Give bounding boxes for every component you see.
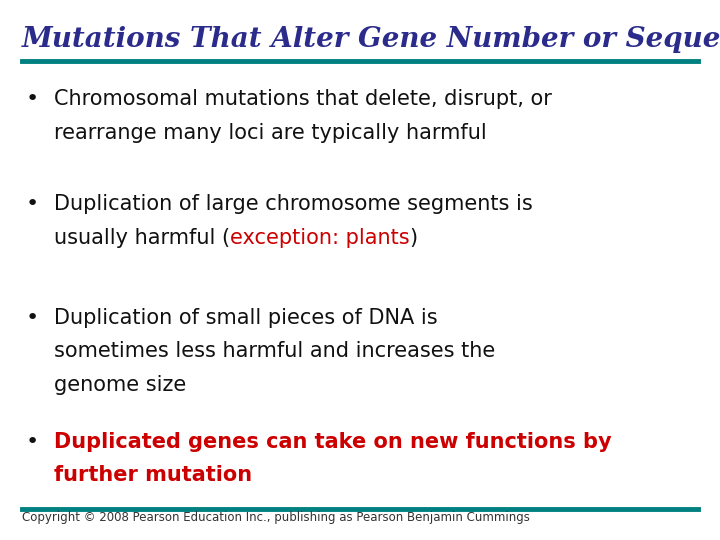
Text: •: • (25, 89, 38, 109)
Text: •: • (25, 308, 38, 328)
Text: Duplicated genes can take on new functions by: Duplicated genes can take on new functio… (54, 432, 611, 452)
Text: further mutation: further mutation (54, 465, 252, 485)
Text: rearrange many loci are typically harmful: rearrange many loci are typically harmfu… (54, 123, 487, 143)
Text: Duplication of small pieces of DNA is: Duplication of small pieces of DNA is (54, 308, 438, 328)
Text: Mutations That Alter Gene Number or Sequence: Mutations That Alter Gene Number or Sequ… (22, 26, 720, 53)
Text: •: • (25, 194, 38, 214)
Text: Copyright © 2008 Pearson Education Inc., publishing as Pearson Benjamin Cummings: Copyright © 2008 Pearson Education Inc.,… (22, 511, 529, 524)
Text: genome size: genome size (54, 375, 186, 395)
Text: sometimes less harmful and increases the: sometimes less harmful and increases the (54, 341, 495, 361)
Text: Chromosomal mutations that delete, disrupt, or: Chromosomal mutations that delete, disru… (54, 89, 552, 109)
Text: Duplication of large chromosome segments is: Duplication of large chromosome segments… (54, 194, 533, 214)
Text: •: • (25, 432, 38, 452)
Text: ): ) (410, 228, 418, 248)
Text: exception: plants: exception: plants (230, 228, 410, 248)
Text: usually harmful (: usually harmful ( (54, 228, 230, 248)
